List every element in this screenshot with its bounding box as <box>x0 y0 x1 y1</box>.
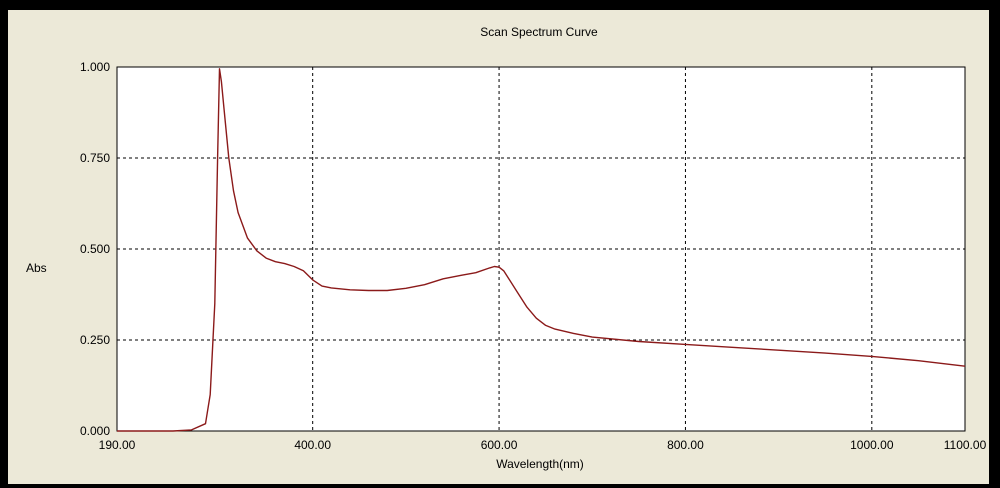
y-tick-label: 0.750 <box>80 151 110 165</box>
series-line-0 <box>117 68 966 432</box>
x-axis-ticks: 190.00 400.00 600.00 800.00 1000.00 1100.00 <box>99 438 987 452</box>
x-axis-label: Wavelength(nm) <box>496 457 584 471</box>
x-tick-label: 1100.00 <box>944 438 987 452</box>
x-tick-label: 800.00 <box>667 438 704 452</box>
plot-area <box>116 66 966 432</box>
chart-title: Scan Spectrum Curve <box>480 25 598 39</box>
grid-lines <box>117 67 965 431</box>
y-tick-label: 0.250 <box>80 333 110 347</box>
spectrum-chart: Scan Spectrum Curve 0.000 0.250 0.500 0.750… <box>26 25 987 471</box>
x-tick-label: 600.00 <box>481 438 518 452</box>
y-tick-label: 0.000 <box>80 424 110 438</box>
y-tick-label: 1.000 <box>80 60 110 74</box>
series-layer <box>117 68 966 432</box>
x-tick-label: 1000.00 <box>850 438 894 452</box>
spectrum-window: Scan Spectrum Curve 0.000 0.250 0.500 0.750… <box>8 10 989 484</box>
x-tick-label: 400.00 <box>294 438 331 452</box>
y-tick-label: 0.500 <box>80 242 110 256</box>
y-axis-label: Abs <box>26 261 47 275</box>
y-axis-ticks: 0.000 0.250 0.500 0.750 1.000 <box>80 60 110 438</box>
x-tick-label: 190.00 <box>99 438 136 452</box>
